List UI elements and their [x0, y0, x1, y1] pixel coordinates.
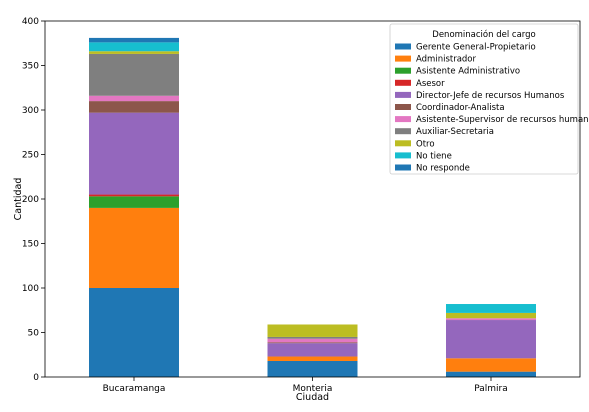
bar-segment [89, 37, 179, 43]
bar-segment [89, 42, 179, 52]
legend-items: Gerente General-Propietario Administrador… [395, 43, 589, 174]
bar-segment [446, 304, 536, 313]
legend-swatch [395, 152, 411, 159]
legend-swatch [395, 140, 411, 147]
bar-segment [446, 312, 536, 319]
legend-swatch [395, 67, 411, 74]
bar-segment [267, 338, 358, 343]
legend-swatch [395, 128, 411, 135]
y-axis-label: Cantidad [13, 178, 24, 221]
legend-swatch [395, 164, 411, 171]
x-tick-label: Bucaramanga [103, 384, 166, 394]
x-tick-label: Monteria [293, 384, 333, 394]
legend-swatch [395, 55, 411, 62]
legend-title: Denominación del cargo [432, 29, 535, 40]
bar-segment [89, 95, 179, 102]
y-tick-label: 300 [22, 106, 39, 116]
bar-segment [89, 194, 179, 197]
bar-segment [89, 51, 179, 54]
y-axis-ticks: 0 50 100 150 200 250 300 350 400 [22, 17, 45, 383]
legend-entry: Administrador [416, 55, 477, 65]
x-axis-ticks: Bucaramanga Monteria Palmira [103, 377, 508, 394]
legend-swatch [395, 79, 411, 86]
x-axis-label: Ciudad [296, 392, 329, 403]
bar-segment [267, 343, 358, 357]
x-tick-label: Palmira [474, 384, 508, 394]
bars-group [89, 37, 536, 377]
bar-segment [89, 53, 179, 96]
legend-entry: Gerente General-Propietario [416, 43, 536, 53]
bar-segment [89, 207, 179, 288]
y-tick-label: 350 [22, 62, 39, 72]
bar-segment [267, 356, 358, 361]
bar-segment [446, 318, 536, 321]
legend-swatch [395, 43, 411, 50]
legend-entry: Director-Jefe de recursos Humanos [416, 91, 565, 101]
y-tick-label: 100 [22, 284, 39, 294]
y-tick-label: 150 [22, 240, 39, 250]
legend-entry: No tiene [416, 151, 452, 161]
bar-segment [446, 358, 536, 372]
bar-segment [446, 371, 536, 377]
legend-swatch [395, 116, 411, 123]
bar-segment [89, 101, 179, 113]
bar-segment [267, 324, 358, 337]
y-tick-label: 400 [22, 17, 39, 27]
legend-entry: Otro [416, 139, 435, 149]
legend-entry: Auxiliar-Secretaria [416, 127, 494, 137]
legend-entry: Asistente Administrativo [416, 67, 520, 77]
bar-segment [89, 288, 179, 377]
bar-segment [89, 112, 179, 195]
legend: Denominación del cargo Gerente General-P… [389, 23, 589, 175]
legend-entry: Asesor [416, 79, 445, 89]
bar-segment [267, 336, 358, 339]
bar-segment [89, 196, 179, 208]
bar-segment [446, 320, 536, 359]
legend-swatch [395, 91, 411, 98]
y-tick-label: 200 [22, 195, 39, 205]
axes-group: 0 50 100 150 200 250 300 350 400 Bucaramanga Mont… [13, 17, 581, 403]
bar-segment [267, 360, 358, 377]
y-tick-label: 0 [33, 373, 39, 383]
legend-swatch [395, 104, 411, 110]
legend-entry: No responde [416, 164, 470, 174]
legend-box [389, 23, 579, 175]
legend-entry: Asistente-Supervisor de recursos humanos [416, 115, 589, 125]
y-tick-label: 250 [22, 151, 39, 161]
bar-segment [267, 342, 358, 344]
y-tick-label: 50 [28, 329, 40, 339]
legend-entry: Coordinador-Analista [416, 103, 505, 113]
